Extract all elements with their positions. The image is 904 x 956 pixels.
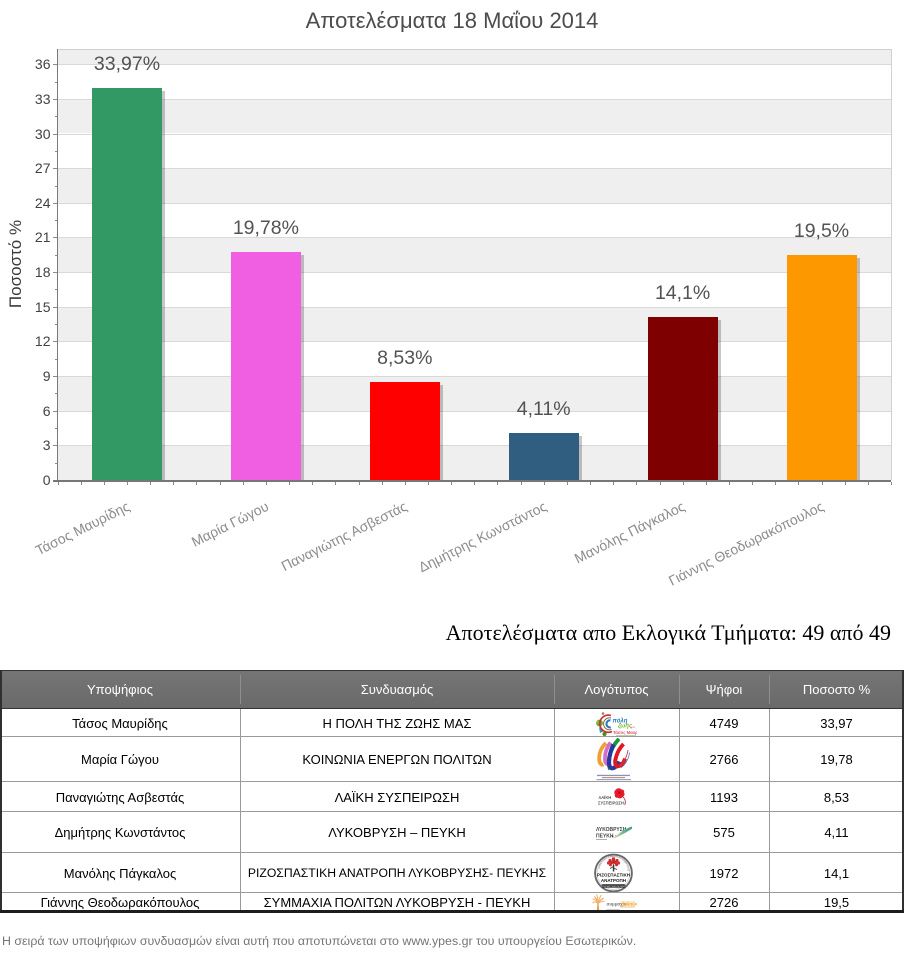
svg-text:ΛΥΚΟΒΡΥΣΗΣ ΠΕΥΚΗΣ: ΛΥΚΟΒΡΥΣΗΣ ΠΕΥΚΗΣ: [601, 886, 626, 888]
svg-text:πόλη: πόλη: [612, 718, 627, 724]
svg-text:ΡΙΖΟΣΠΑΣΤΙΚΗ: ΡΙΖΟΣΠΑΣΤΙΚΗ: [597, 872, 630, 877]
svg-text:Τάσος Μαυρίδης: Τάσος Μαυρίδης: [613, 730, 637, 735]
svg-text:ΛΥΚΟΒΡΥΣΗ: ΛΥΚΟΒΡΥΣΗ: [596, 827, 627, 833]
svg-text:ζωής: ζωής: [618, 723, 633, 729]
svg-text:ΠΕΥΚΗ: ΠΕΥΚΗ: [596, 833, 614, 839]
svg-text:μας: μας: [630, 725, 635, 729]
svg-text:ΣΥΣΠΕΙΡΩΣΗ: ΣΥΣΠΕΙΡΩΣΗ: [598, 800, 624, 805]
svg-text:ΛΑΪΚΗ: ΛΑΪΚΗ: [598, 795, 611, 800]
svg-text:ΑΝΑΤΡΟΠΗ: ΑΝΑΤΡΟΠΗ: [601, 878, 626, 883]
svg-text:πολιτών: πολιτών: [620, 901, 636, 906]
svg-text:συμμαχία: συμμαχία: [606, 901, 626, 906]
